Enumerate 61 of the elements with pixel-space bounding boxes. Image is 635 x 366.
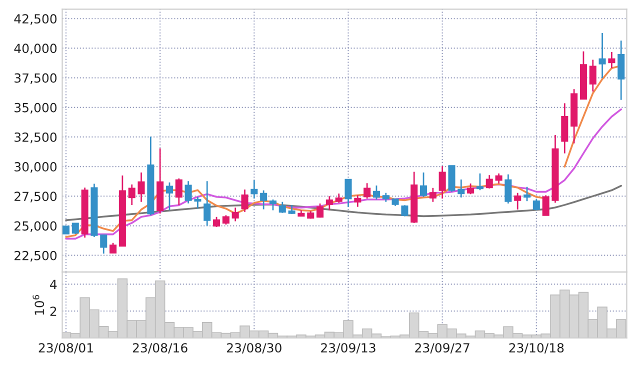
candlestick (222, 214, 230, 226)
y-tick-label: 40,000 (14, 44, 57, 54)
candlestick (184, 180, 192, 204)
candlestick (194, 196, 202, 210)
y-tick-label: 2 (50, 306, 56, 316)
candlestick (458, 178, 465, 198)
candlestick (110, 242, 117, 254)
candlestick (100, 234, 108, 254)
candlestick (429, 187, 436, 203)
y-tick-label: 22,500 (14, 250, 57, 262)
y-tick-label: 25,000 (14, 221, 57, 232)
x-tick-label: 23/09/13 (321, 343, 376, 354)
candlestick (532, 198, 540, 211)
candlestick (608, 51, 616, 69)
candlestick (476, 172, 484, 191)
x-tick-label: 23/08/30 (227, 343, 282, 354)
candlestick (232, 206, 239, 222)
candlestick (401, 204, 408, 217)
candlestick (166, 182, 174, 211)
candlestick (589, 59, 596, 92)
candlestick (514, 192, 522, 210)
candlestick (213, 216, 220, 228)
y-tick-label: 35,000 (14, 102, 57, 114)
candlestick (175, 178, 182, 206)
candlestick (523, 186, 531, 202)
candlestick (316, 202, 324, 218)
candlestick (241, 188, 248, 213)
x-tick-label: 23/09/27 (415, 343, 470, 354)
y-tick-label: 32,500 (14, 132, 57, 144)
candlestick (278, 201, 286, 214)
candlestick (72, 222, 79, 235)
candlestick (364, 182, 371, 200)
candlestick (260, 190, 268, 210)
candlestick (354, 194, 362, 208)
candlestick (504, 174, 512, 204)
y-tick-label: 42,500 (14, 14, 57, 25)
y-tick-label: 37,500 (14, 73, 57, 84)
x-tick-label: 23/10/18 (509, 343, 564, 354)
x-tick-label: 23/08/01 (38, 343, 93, 354)
candlestick (467, 182, 474, 195)
candlestick (335, 192, 342, 204)
candlestick (542, 194, 550, 216)
line-series (65, 184, 622, 222)
candlestick (128, 184, 136, 206)
candlestick (204, 180, 211, 226)
candlestick (420, 172, 428, 198)
candlestick (495, 172, 502, 184)
y-tick-label: 30,000 (14, 162, 57, 173)
candlestick (438, 165, 446, 200)
candlestick (486, 174, 493, 190)
y-tick-label: 4 (50, 280, 57, 289)
candlestick (344, 178, 352, 208)
x-tick-label: 23/08/16 (132, 343, 188, 354)
candlestick (138, 172, 145, 203)
candlestick (269, 198, 276, 211)
candlestick (372, 184, 380, 200)
candlestick (598, 32, 606, 79)
y-axis-title: 10$^{6}$ (32, 295, 44, 315)
candlestick (250, 179, 258, 200)
y-tick-label: 27,500 (14, 192, 57, 202)
candlestick (326, 195, 333, 211)
